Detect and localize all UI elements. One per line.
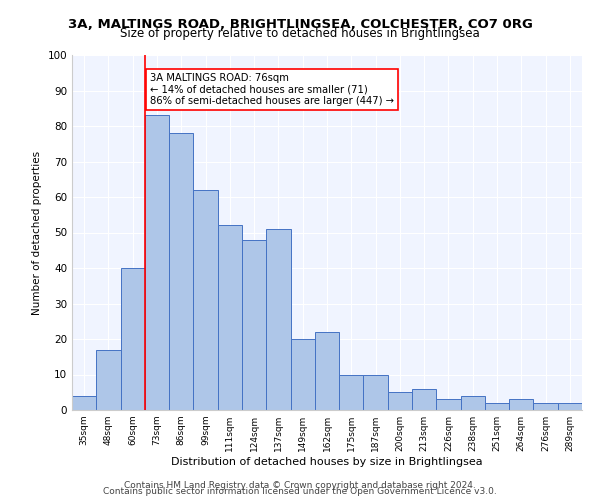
Bar bbox=[485, 403, 509, 410]
Bar bbox=[364, 374, 388, 410]
Bar bbox=[509, 400, 533, 410]
Bar bbox=[412, 388, 436, 410]
Bar bbox=[242, 240, 266, 410]
Bar bbox=[96, 350, 121, 410]
Bar bbox=[169, 133, 193, 410]
Bar bbox=[436, 400, 461, 410]
Bar bbox=[533, 403, 558, 410]
Bar bbox=[145, 116, 169, 410]
Bar bbox=[339, 374, 364, 410]
Bar bbox=[315, 332, 339, 410]
Bar bbox=[218, 226, 242, 410]
Bar bbox=[290, 339, 315, 410]
Bar bbox=[558, 403, 582, 410]
X-axis label: Distribution of detached houses by size in Brightlingsea: Distribution of detached houses by size … bbox=[171, 457, 483, 467]
Text: 3A MALTINGS ROAD: 76sqm
← 14% of detached houses are smaller (71)
86% of semi-de: 3A MALTINGS ROAD: 76sqm ← 14% of detache… bbox=[150, 73, 394, 106]
Bar bbox=[121, 268, 145, 410]
Bar bbox=[72, 396, 96, 410]
Text: 3A, MALTINGS ROAD, BRIGHTLINGSEA, COLCHESTER, CO7 0RG: 3A, MALTINGS ROAD, BRIGHTLINGSEA, COLCHE… bbox=[68, 18, 532, 30]
Bar bbox=[266, 229, 290, 410]
Text: Size of property relative to detached houses in Brightlingsea: Size of property relative to detached ho… bbox=[120, 28, 480, 40]
Bar bbox=[461, 396, 485, 410]
Text: Contains public sector information licensed under the Open Government Licence v3: Contains public sector information licen… bbox=[103, 487, 497, 496]
Bar bbox=[388, 392, 412, 410]
Text: Contains HM Land Registry data © Crown copyright and database right 2024.: Contains HM Land Registry data © Crown c… bbox=[124, 481, 476, 490]
Y-axis label: Number of detached properties: Number of detached properties bbox=[32, 150, 42, 314]
Bar bbox=[193, 190, 218, 410]
